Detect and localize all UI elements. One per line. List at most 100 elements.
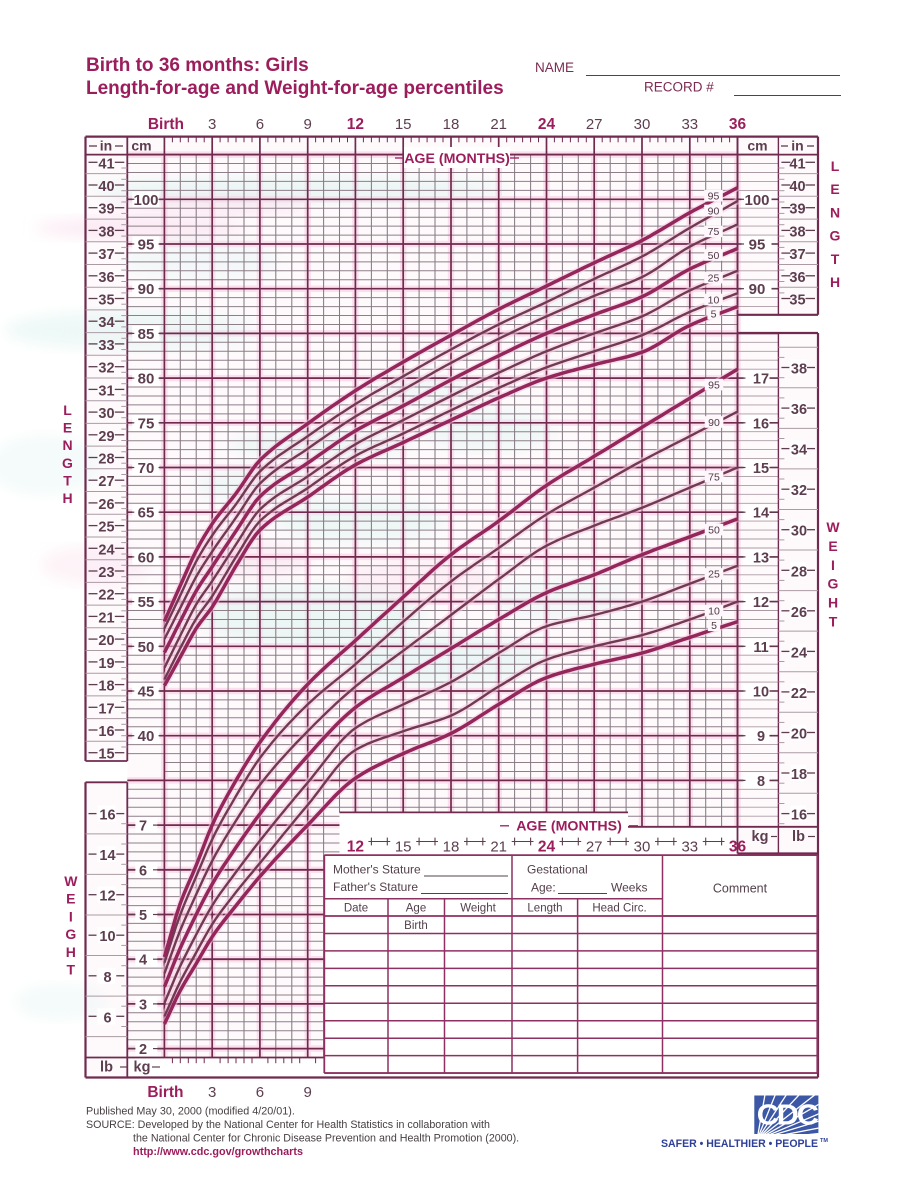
svg-text:8: 8 — [103, 970, 111, 986]
svg-text:E: E — [830, 181, 839, 197]
svg-text:6: 6 — [256, 116, 264, 133]
svg-text:15: 15 — [395, 838, 412, 855]
svg-text:36: 36 — [791, 402, 807, 418]
svg-text:18: 18 — [98, 679, 114, 695]
svg-text:Birth: Birth — [148, 116, 184, 133]
svg-text:95: 95 — [708, 379, 720, 391]
svg-text:26: 26 — [98, 497, 114, 513]
svg-text:G: G — [828, 576, 839, 592]
svg-text:Published May 30, 2000 (modifi: Published May 30, 2000 (modified 4/20/01… — [86, 1106, 295, 1118]
svg-text:G: G — [830, 228, 841, 244]
svg-text:3: 3 — [208, 116, 216, 133]
svg-text:15: 15 — [753, 461, 769, 477]
svg-text:E: E — [66, 891, 75, 907]
svg-text:36: 36 — [729, 838, 747, 855]
svg-text:39: 39 — [98, 202, 114, 218]
svg-text:30: 30 — [98, 406, 114, 422]
svg-text:TM: TM — [820, 1138, 828, 1144]
svg-text:30: 30 — [791, 524, 807, 540]
svg-text:40: 40 — [98, 179, 114, 195]
svg-text:T: T — [63, 472, 72, 488]
svg-text:cm: cm — [131, 138, 151, 154]
svg-text:24: 24 — [98, 542, 114, 558]
svg-text:75: 75 — [708, 471, 720, 483]
svg-text:the National Center for Chroni: the National Center for Chronic Disease … — [133, 1133, 519, 1145]
svg-text:10: 10 — [708, 605, 720, 617]
svg-text:30: 30 — [634, 838, 651, 855]
svg-text:I: I — [831, 557, 835, 573]
svg-text:14: 14 — [753, 506, 769, 522]
svg-text:75: 75 — [138, 415, 155, 432]
svg-text:70: 70 — [138, 460, 155, 477]
svg-text:15: 15 — [395, 116, 412, 133]
svg-text:25: 25 — [708, 569, 720, 581]
svg-text:http://www.cdc.gov/growthchart: http://www.cdc.gov/growthcharts — [133, 1146, 303, 1158]
svg-text:6: 6 — [139, 863, 147, 879]
svg-text:65: 65 — [138, 505, 155, 522]
svg-text:90: 90 — [708, 205, 720, 217]
svg-text:15: 15 — [98, 747, 114, 763]
svg-text:9: 9 — [304, 1084, 312, 1101]
svg-text:I: I — [69, 908, 73, 924]
svg-text:NAME: NAME — [535, 60, 574, 75]
svg-text:13: 13 — [753, 550, 769, 566]
svg-text:60: 60 — [138, 549, 155, 566]
svg-text:12: 12 — [753, 595, 769, 611]
svg-text:T: T — [67, 962, 76, 978]
svg-text:AGE (MONTHS): AGE (MONTHS) — [516, 818, 622, 834]
svg-text:Length-for-age and Weight-for-: Length-for-age and Weight-for-age percen… — [86, 78, 504, 99]
svg-text:75: 75 — [708, 226, 720, 238]
svg-text:12: 12 — [347, 116, 364, 133]
svg-text:9: 9 — [757, 729, 765, 745]
svg-text:Date: Date — [344, 903, 368, 915]
svg-text:38: 38 — [791, 362, 807, 378]
svg-text:W: W — [64, 873, 78, 889]
svg-text:26: 26 — [791, 605, 807, 621]
svg-text:21: 21 — [490, 116, 507, 133]
svg-text:10: 10 — [708, 294, 720, 306]
svg-text:9: 9 — [304, 116, 312, 133]
svg-text:20: 20 — [98, 633, 114, 649]
svg-text:50: 50 — [708, 250, 720, 262]
svg-text:39: 39 — [789, 202, 805, 218]
svg-text:kg: kg — [134, 1060, 151, 1076]
svg-text:17: 17 — [753, 372, 769, 388]
svg-text:N: N — [62, 437, 72, 453]
svg-text:16: 16 — [98, 724, 114, 740]
svg-text:29: 29 — [98, 429, 114, 445]
svg-text:kg: kg — [752, 829, 769, 845]
svg-text:E: E — [63, 420, 72, 436]
svg-text:16: 16 — [753, 416, 769, 432]
svg-text:RECORD #: RECORD # — [644, 80, 714, 95]
svg-text:24: 24 — [538, 116, 556, 133]
svg-text:18: 18 — [443, 838, 460, 855]
svg-text:12: 12 — [347, 838, 364, 855]
svg-text:W: W — [826, 519, 840, 535]
svg-text:22: 22 — [791, 686, 807, 702]
svg-text:28: 28 — [98, 452, 114, 468]
svg-text:41: 41 — [789, 156, 805, 172]
svg-text:27: 27 — [98, 474, 114, 490]
svg-text:90: 90 — [749, 281, 766, 298]
svg-text:2: 2 — [139, 1042, 147, 1058]
svg-text:41: 41 — [98, 156, 114, 172]
svg-text:T: T — [831, 251, 840, 267]
svg-text:100: 100 — [133, 192, 158, 209]
svg-text:33: 33 — [681, 116, 698, 133]
svg-text:95: 95 — [749, 237, 766, 254]
svg-text:32: 32 — [98, 361, 114, 377]
svg-text:100: 100 — [744, 192, 769, 209]
svg-text:25: 25 — [708, 272, 720, 284]
svg-text:Length: Length — [527, 903, 562, 915]
svg-text:85: 85 — [138, 326, 155, 343]
svg-text:Gestational: Gestational — [527, 863, 588, 877]
svg-text:80: 80 — [138, 371, 155, 388]
svg-text:34: 34 — [98, 315, 114, 331]
svg-text:G: G — [62, 455, 73, 471]
svg-text:55: 55 — [138, 594, 155, 611]
svg-text:SOURCE: Developed by the Natio: SOURCE: Developed by the National Center… — [86, 1119, 490, 1131]
svg-text:T: T — [829, 614, 838, 630]
svg-text:Father's Stature: Father's Stature — [333, 880, 418, 894]
svg-text:5: 5 — [711, 620, 717, 632]
svg-text:23: 23 — [98, 565, 114, 581]
